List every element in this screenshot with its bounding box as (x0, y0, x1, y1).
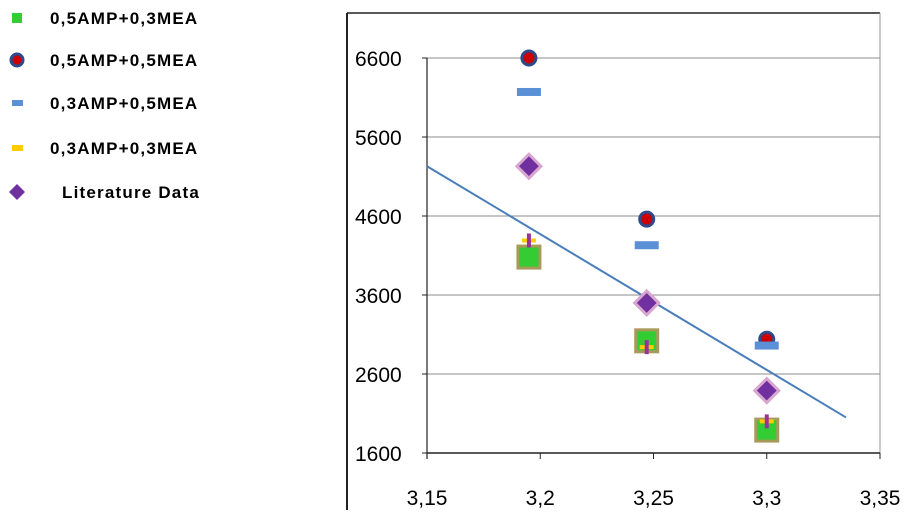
marker-dash (754, 341, 779, 350)
marker-plus-v (644, 340, 649, 355)
data-point (634, 241, 659, 250)
data-point (752, 376, 781, 405)
data-point (639, 340, 654, 355)
marker-dash (634, 241, 659, 250)
x-tick-label: 3,25 (633, 487, 674, 510)
marker-plus-v (526, 233, 531, 248)
x-tick-label: 3,3 (752, 487, 781, 510)
legend-label: 0,3AMP+0,3MEA (50, 139, 198, 158)
data-point (516, 244, 542, 270)
x-tick-label: 3,2 (526, 487, 555, 510)
legend-entry: Literature Data (9, 183, 200, 202)
marker-circle (638, 210, 656, 228)
data-point (521, 233, 536, 248)
trendline (426, 165, 847, 419)
legend-marker (12, 145, 23, 151)
y-tick-label: 1600 (355, 443, 402, 466)
legend-entry: 0,5AMP+0,3MEA (12, 9, 198, 28)
y-tick-label: 5600 (355, 127, 402, 150)
marker-square (516, 244, 542, 270)
data-point (632, 288, 661, 318)
data-point (516, 87, 541, 96)
marker-dash (516, 87, 541, 96)
legend-entry: 0,3AMP+0,3MEA (12, 139, 198, 158)
data-point (520, 49, 538, 67)
y-tick-label: 2600 (355, 364, 402, 387)
data-point (514, 152, 544, 181)
marker-plus-v (764, 414, 769, 429)
marker-circle (520, 49, 538, 67)
legend-entry: 0,3AMP+0,5MEA (12, 94, 198, 113)
legend-label: 0,5AMP+0,3MEA (50, 9, 198, 28)
legend-entry: 0,5AMP+0,5MEA (9, 51, 198, 70)
y-tick-label: 4600 (355, 206, 402, 229)
data-point (754, 341, 779, 350)
data-point (638, 210, 656, 228)
x-tick-label: 3,35 (860, 487, 901, 510)
legend-marker (12, 13, 22, 23)
y-tick-label: 3600 (355, 285, 402, 308)
plot-area: 1600 2600 3600 4600 5600 6600 3,15 3,2 3,25 3,3 3,… (346, 12, 901, 510)
data-point (759, 414, 774, 429)
y-tick-label: 6600 (355, 48, 402, 71)
legend-marker (12, 100, 23, 106)
legend-marker (9, 184, 25, 200)
marker-diamond (514, 152, 544, 181)
legend: 0,5AMP+0,3MEA 0,5AMP+0,5MEA 0,3AMP+0,5MEA 0… (9, 9, 200, 202)
marker-diamond (752, 376, 781, 405)
legend-label: 0,3AMP+0,5MEA (50, 94, 198, 113)
marker-diamond (632, 288, 661, 318)
legend-marker (9, 52, 25, 68)
legend-label: Literature Data (62, 183, 200, 202)
legend-label: 0,5AMP+0,5MEA (50, 51, 198, 70)
x-tick-label: 3,15 (407, 487, 448, 510)
